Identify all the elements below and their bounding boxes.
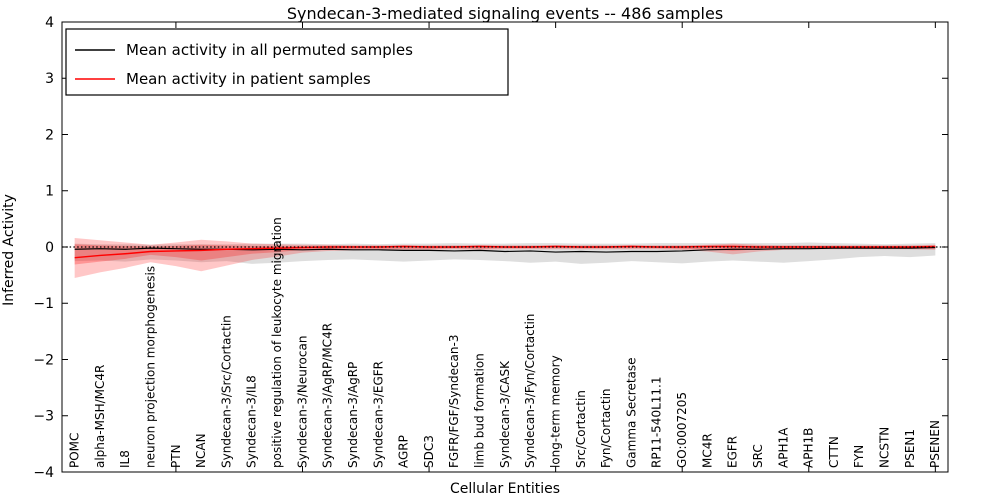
x-category-label: POMC	[67, 433, 81, 468]
legend-label-permuted-samples: Mean activity in all permuted samples	[126, 41, 413, 59]
y-axis-label: Inferred Activity	[1, 194, 17, 306]
x-category-label: limb bud formation	[473, 353, 487, 468]
x-category-label: NCAN	[194, 433, 208, 468]
x-category-label: Syndecan-3/CASK	[498, 360, 512, 468]
x-category-label: RP11-540L11.1	[650, 377, 664, 468]
x-category-label: Syndecan-3/Src/Cortactin	[219, 315, 233, 468]
legend-box	[65, 28, 509, 96]
x-category-label: Syndecan-3/Neurocan	[295, 336, 309, 468]
x-category-label: Fyn/Cortactin	[599, 388, 613, 468]
x-axis-label: Cellular Entities	[450, 481, 560, 497]
x-category-label: AGRP	[397, 435, 411, 468]
x-category-label: Syndecan-3/EGFR	[371, 361, 385, 468]
legend: Mean activity in all permuted samples Me…	[65, 28, 509, 96]
x-category-label: APH1B	[802, 428, 816, 468]
y-tick-label: −3	[33, 409, 54, 425]
y-tick-label: 0	[45, 240, 54, 256]
x-category-label: IL8	[118, 450, 132, 468]
x-category-label: GO:0007205	[675, 392, 689, 468]
x-category-label: positive regulation of leukocyte migrati…	[270, 217, 284, 468]
legend-label-patient-samples: Mean activity in patient samples	[126, 70, 371, 88]
x-category-label: NCSTN	[878, 427, 892, 468]
x-category-label: SRC	[751, 444, 765, 468]
y-tick-label: 1	[45, 184, 54, 200]
x-category-label: Syndecan-3/AgRP/MC4R	[321, 323, 335, 468]
x-category-label: long-term memory	[548, 355, 562, 468]
x-category-label: SDC3	[422, 435, 436, 468]
chart-title: Syndecan-3-mediated signaling events -- …	[287, 4, 723, 23]
x-category-label: APH1A	[776, 427, 790, 468]
x-category-label: Src/Cortactin	[574, 390, 588, 468]
plot-area: −4 −3 −2 −1 0 1 2 3 4 POMC alpha-MSH/MC4R IL8 neuron…	[33, 15, 948, 481]
plot-frame	[61, 21, 949, 473]
x-category-label: PSEN1	[903, 429, 917, 468]
x-category-label: FYN	[852, 445, 866, 468]
y-tick-label: 2	[45, 127, 54, 143]
x-category-label: MC4R	[700, 433, 714, 468]
x-category-label: Gamma Secretase	[624, 357, 638, 468]
x-category-label: PTN	[169, 444, 183, 468]
y-tick-label: −4	[33, 465, 54, 481]
x-category-label: Syndecan-3/IL8	[245, 375, 259, 468]
x-category-label: Syndecan-3/Fyn/Cortactin	[523, 314, 537, 468]
x-category-label: PSENEN	[928, 420, 942, 468]
x-category-label: CTTN	[827, 436, 841, 468]
y-tick-label: 3	[45, 71, 54, 87]
x-category-label: alpha-MSH/MC4R	[93, 365, 107, 468]
y-tick-label: −1	[33, 296, 54, 312]
x-category-label: EGFR	[726, 436, 740, 468]
x-category-label: Syndecan-3/AgRP	[346, 362, 360, 468]
x-category-label: neuron projection morphogenesis	[143, 266, 157, 468]
x-category-label: FGFR/FGF/Syndecan-3	[447, 335, 461, 468]
y-tick-label: −2	[33, 352, 54, 368]
y-tick-label: 4	[45, 15, 54, 31]
